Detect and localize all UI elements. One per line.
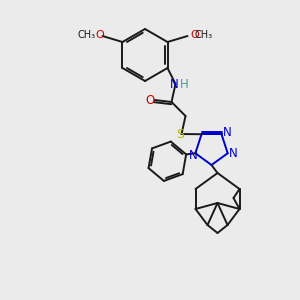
Text: CH₃: CH₃ [77, 30, 95, 40]
Text: O: O [95, 30, 104, 40]
Text: O: O [190, 30, 199, 40]
Text: CH₃: CH₃ [194, 30, 213, 40]
Text: N: N [189, 149, 198, 162]
Text: O: O [145, 94, 154, 106]
Text: N: N [229, 147, 238, 160]
Text: S: S [176, 128, 184, 142]
Text: H: H [180, 79, 189, 92]
Text: N: N [223, 126, 232, 139]
Text: N: N [170, 79, 179, 92]
